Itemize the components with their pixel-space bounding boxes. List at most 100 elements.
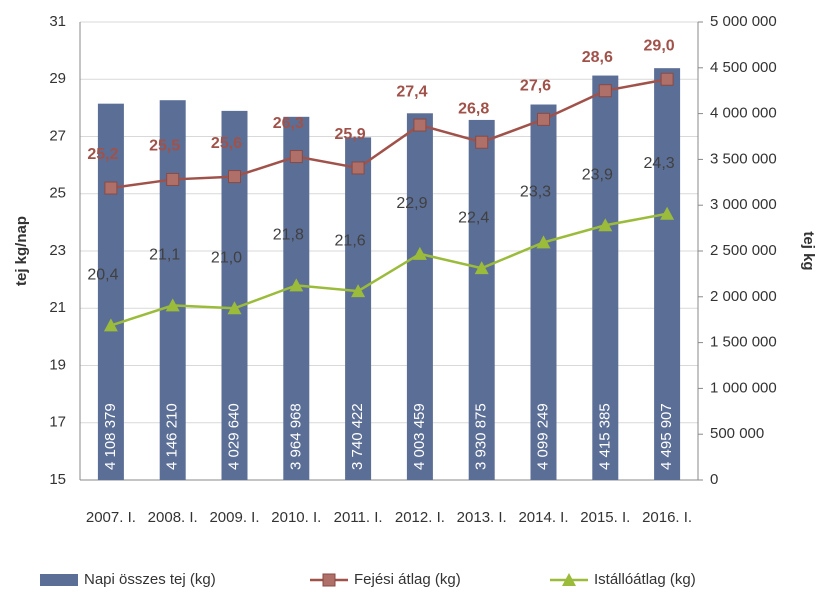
marker — [537, 112, 550, 126]
data-label: 25,6 — [211, 135, 242, 152]
y-tick-label: 17 — [49, 414, 66, 431]
y2-tick-label: 5 000 000 — [710, 13, 777, 30]
bar — [468, 119, 495, 480]
data-label: 29,0 — [644, 37, 675, 54]
bar — [530, 104, 557, 480]
data-label: 25,9 — [335, 126, 366, 143]
x-tick-label: 2015. I. — [580, 509, 630, 526]
bar-label: 4 003 459 — [411, 403, 428, 470]
y2-tick-label: 1 500 000 — [710, 334, 777, 351]
y-tick-label: 19 — [49, 356, 66, 373]
y-tick-label: 21 — [49, 299, 66, 316]
marker — [289, 278, 304, 292]
data-label: 20,4 — [87, 267, 118, 284]
y-tick-label: 23 — [49, 242, 66, 259]
marker — [227, 301, 242, 315]
y2-tick-label: 500 000 — [710, 425, 764, 442]
data-label: 21,6 — [335, 232, 366, 249]
data-label: 27,6 — [520, 78, 551, 95]
line — [110, 212, 668, 327]
bar-label: 4 146 210 — [164, 403, 181, 470]
marker — [351, 161, 365, 175]
legend-label: Fejési átlag (kg) — [354, 571, 461, 588]
legend-swatch — [40, 574, 78, 586]
legend-marker — [562, 573, 576, 586]
data-label: 26,8 — [458, 100, 489, 117]
y2-tick-label: 4 500 000 — [710, 59, 777, 76]
bar — [97, 103, 124, 480]
bar-label: 4 029 640 — [225, 403, 242, 470]
bar — [592, 75, 619, 481]
bar-label: 3 740 422 — [349, 403, 366, 470]
x-tick-label: 2013. I. — [457, 509, 507, 526]
y2-axis-title: tej kg — [800, 231, 817, 270]
bar-label: 4 099 249 — [534, 403, 551, 470]
x-tick-label: 2010. I. — [271, 509, 321, 526]
data-label: 25,2 — [87, 146, 118, 163]
bar — [406, 113, 433, 481]
marker — [413, 118, 427, 132]
marker — [103, 318, 118, 332]
bar — [159, 100, 186, 481]
bar — [654, 68, 681, 480]
bar-label: 3 964 968 — [287, 403, 304, 470]
marker — [475, 135, 489, 149]
x-tick-label: 2016. I. — [642, 509, 692, 526]
y-tick-label: 25 — [49, 185, 66, 202]
y-tick-label: 15 — [49, 471, 66, 488]
data-label: 26,3 — [273, 115, 304, 132]
data-label: 28,6 — [582, 49, 613, 66]
marker — [104, 181, 118, 195]
y-tick-label: 29 — [49, 70, 66, 87]
legend-marker — [322, 573, 336, 587]
marker — [660, 206, 675, 220]
legend-label: Napi összes tej (kg) — [84, 571, 216, 588]
y2-tick-label: 2 000 000 — [710, 288, 777, 305]
marker — [598, 218, 613, 232]
bar-label: 4 108 379 — [102, 403, 119, 470]
data-label: 21,0 — [211, 249, 242, 266]
data-label: 21,1 — [149, 247, 180, 264]
y-tick-label: 27 — [49, 127, 66, 144]
marker — [228, 170, 241, 184]
marker — [474, 261, 489, 275]
legend-label: Istállóátlag (kg) — [594, 571, 696, 588]
x-tick-label: 2012. I. — [395, 509, 445, 526]
data-label: 27,4 — [396, 83, 427, 100]
y2-tick-label: 2 500 000 — [710, 242, 777, 259]
data-label: 23,3 — [520, 184, 551, 201]
marker — [660, 72, 674, 86]
y2-tick-label: 1 000 000 — [710, 379, 777, 396]
marker — [165, 298, 180, 312]
data-label: 21,8 — [273, 227, 304, 244]
x-tick-label: 2008. I. — [148, 509, 198, 526]
bar-label: 3 930 875 — [473, 403, 490, 470]
data-label: 23,9 — [582, 166, 613, 183]
bar-label: 4 495 907 — [658, 403, 675, 470]
y2-tick-label: 4 000 000 — [710, 105, 777, 122]
x-tick-label: 2007. I. — [86, 509, 136, 526]
x-tick-label: 2014. I. — [518, 509, 568, 526]
x-tick-label: 2011. I. — [334, 509, 383, 526]
marker — [289, 150, 303, 164]
y2-tick-label: 3 500 000 — [710, 150, 777, 167]
data-label: 22,9 — [396, 195, 427, 212]
y2-tick-label: 3 000 000 — [710, 196, 777, 213]
marker — [598, 84, 612, 98]
line — [110, 78, 668, 190]
marker — [536, 235, 551, 249]
marker — [412, 246, 427, 260]
y-axis-title: tej kg/nap — [13, 216, 30, 286]
data-label: 22,4 — [458, 209, 489, 226]
bar — [283, 116, 310, 480]
marker — [166, 172, 180, 186]
marker — [351, 284, 366, 298]
data-label: 25,5 — [149, 138, 180, 155]
data-label: 24,3 — [644, 155, 675, 172]
y-tick-label: 31 — [49, 13, 66, 30]
bar — [345, 137, 372, 480]
x-tick-label: 2009. I. — [209, 509, 259, 526]
bar-label: 4 415 385 — [596, 403, 613, 470]
